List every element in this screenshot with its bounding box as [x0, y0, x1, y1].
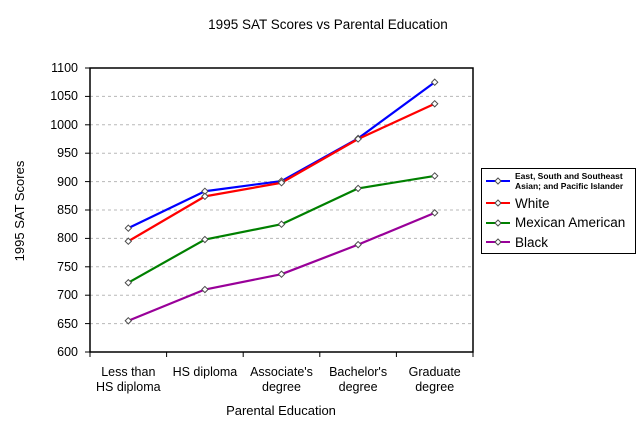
data-point-marker	[430, 99, 439, 108]
legend-line-marker-icon	[486, 219, 510, 227]
y-tick-label: 700	[57, 288, 78, 303]
y-tick-label: 600	[57, 345, 78, 359]
x-category-label: Bachelor's degree	[329, 365, 388, 394]
y-tick-label: 900	[57, 174, 78, 189]
data-point-marker	[430, 172, 439, 180]
y-tick-label: 1000	[50, 117, 78, 132]
y-tick-label: 1100	[51, 61, 78, 75]
y-tick-label: 750	[57, 259, 78, 274]
data-point-marker	[124, 237, 133, 246]
plot-border	[89, 67, 474, 353]
data-point-marker	[201, 187, 209, 196]
data-point-marker	[124, 316, 133, 325]
legend-item: Black	[486, 235, 633, 250]
chart-title: 1995 SAT Scores vs Parental Education	[208, 17, 448, 32]
data-point-marker	[124, 224, 133, 232]
y-tick-label: 1050	[50, 89, 78, 104]
x-category-label: Less than HS diploma	[95, 365, 161, 394]
data-point-marker	[354, 240, 362, 249]
legend: East, South and Southeast Asian; and Pac…	[481, 168, 636, 254]
y-tick-label: 650	[57, 316, 78, 331]
y-tick-label: 950	[57, 146, 78, 161]
x-axis-title: Parental Education	[226, 403, 336, 418]
data-point-marker	[430, 78, 439, 87]
legend-item: Mexican American	[486, 215, 633, 230]
data-point-marker	[124, 278, 133, 287]
legend-label: White	[515, 195, 550, 211]
data-point-marker	[277, 178, 286, 187]
data-point-marker	[201, 192, 209, 201]
series-line	[127, 81, 436, 230]
legend-line-marker-icon	[486, 199, 510, 207]
data-point-marker	[430, 209, 439, 217]
x-category-label: HS diploma	[172, 365, 238, 379]
x-category-label: Graduate degree	[408, 365, 461, 394]
legend-label: East, South and Southeast Asian; and Pac…	[515, 171, 624, 191]
legend-label: Mexican American	[515, 215, 626, 231]
data-point-marker	[277, 220, 286, 229]
legend-item: White	[486, 196, 633, 211]
data-point-marker	[201, 235, 209, 244]
legend-line-marker-icon	[486, 238, 510, 247]
data-point-marker	[354, 135, 362, 143]
legend-line-marker-icon	[486, 177, 510, 185]
data-point-marker	[201, 285, 209, 294]
legend-item: East, South and Southeast Asian; and Pac…	[486, 171, 633, 191]
x-category-label: Associate's degree	[250, 365, 313, 394]
legend-label: Black	[515, 234, 549, 250]
data-point-marker	[354, 184, 362, 193]
y-tick-label: 850	[57, 203, 78, 217]
y-tick-label: 800	[57, 231, 78, 246]
data-point-marker	[277, 270, 286, 278]
